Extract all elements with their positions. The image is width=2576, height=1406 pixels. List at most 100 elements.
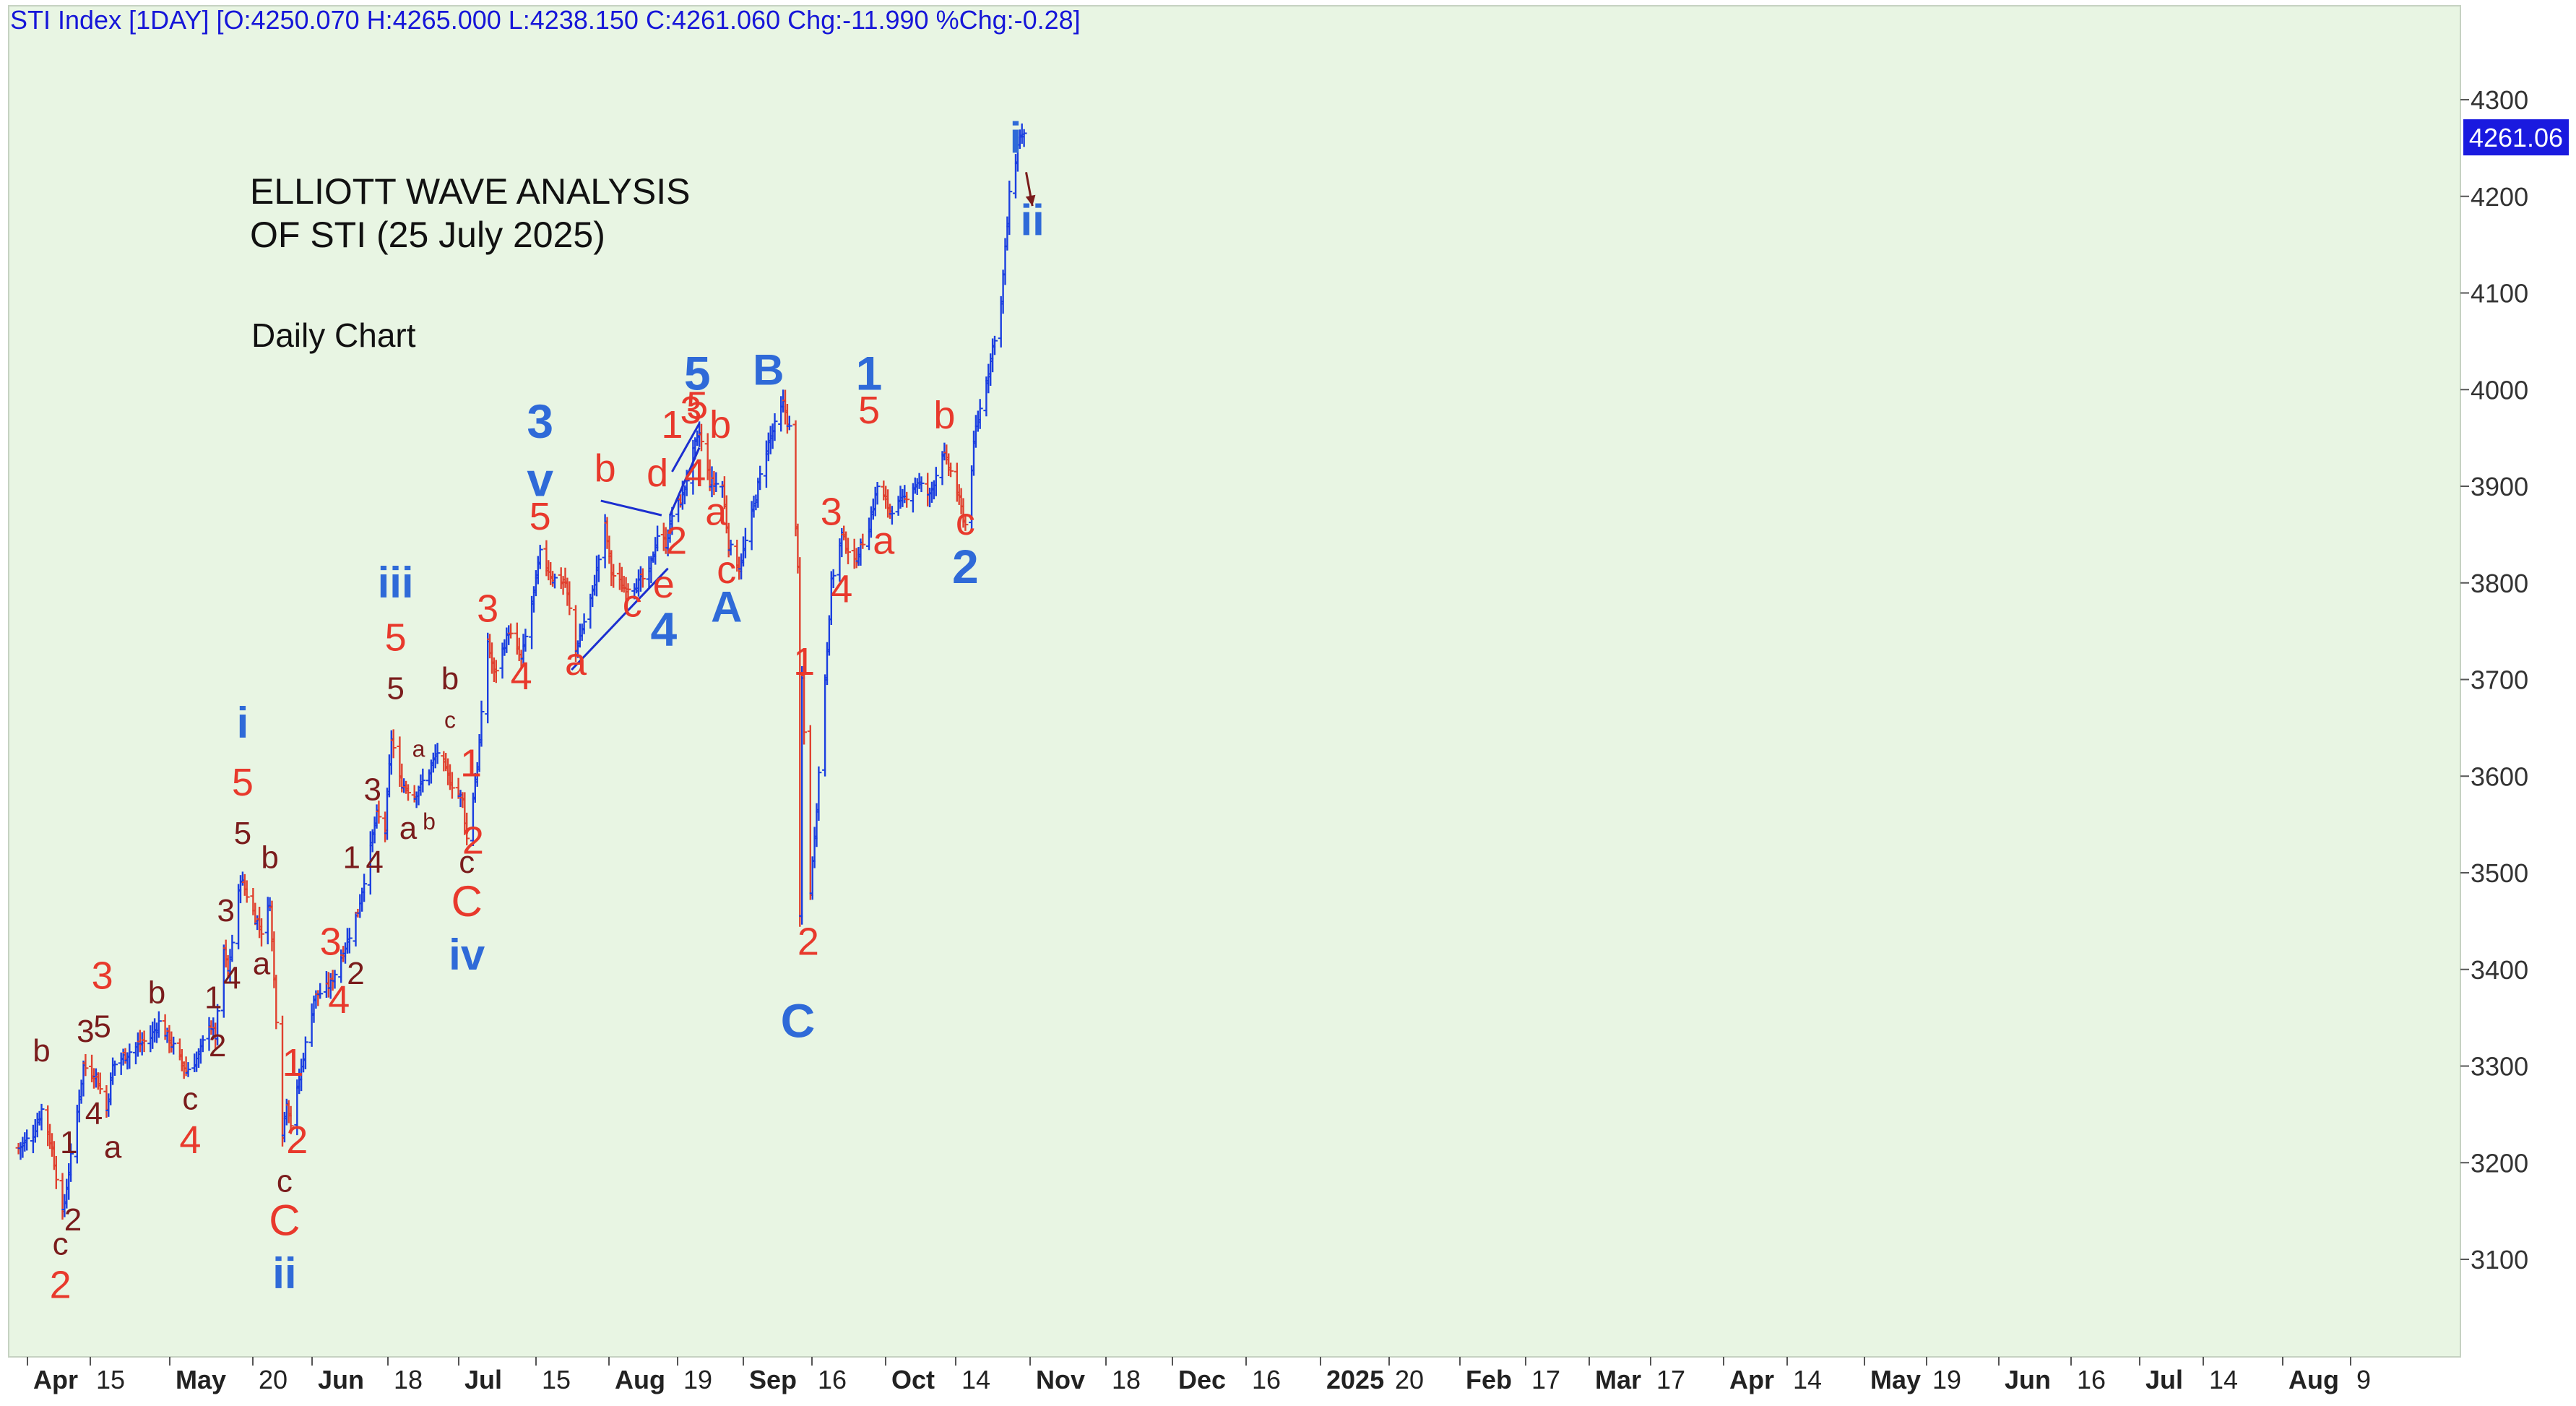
wave-label: d	[647, 452, 668, 495]
wave-label: c	[717, 548, 736, 592]
trendline	[600, 499, 662, 517]
wave-label: 1	[282, 1041, 303, 1084]
wave-label: 1	[60, 1125, 77, 1160]
wave-label: 4	[179, 1118, 201, 1162]
wave-label: c	[459, 845, 475, 880]
price-bar	[170, 1036, 177, 1055]
wave-label: v	[527, 452, 553, 506]
price-bar	[243, 880, 250, 903]
wave-label: 1	[793, 640, 815, 683]
x-tick-label: 17	[1531, 1365, 1560, 1394]
y-tick-label: 4300	[2471, 85, 2528, 115]
wave-label: 4	[328, 978, 350, 1022]
wave-label: 2	[209, 1028, 226, 1064]
wave-label: 5	[530, 495, 551, 538]
wave-label: ii	[272, 1249, 296, 1298]
price-bar	[918, 476, 925, 493]
y-tick-label: 3200	[2471, 1148, 2528, 1178]
x-tick-label: Jul	[2145, 1365, 2183, 1394]
price-bar	[508, 623, 514, 639]
price-bar	[610, 564, 617, 588]
wave-label: A	[711, 582, 742, 631]
y-tick-label: 3400	[2471, 955, 2528, 985]
trendlines	[571, 423, 701, 671]
wave-label: 4	[511, 655, 532, 698]
price-bar	[992, 335, 998, 355]
x-tick-label: Jun	[2005, 1365, 2051, 1394]
y-tick-label: 4000	[2471, 375, 2528, 405]
price-bar	[478, 700, 485, 747]
price-bar	[654, 525, 661, 552]
x-tick-label: Sep	[749, 1365, 797, 1394]
wave-label: 5	[232, 761, 254, 804]
x-tick-label: 2025	[1326, 1365, 1384, 1394]
x-tick-label: 9	[2356, 1365, 2371, 1394]
wave-label: b	[261, 840, 278, 875]
wave-label: a	[565, 640, 587, 683]
wave-label: i	[1010, 114, 1022, 163]
price-bar	[948, 462, 954, 478]
wave-label: 5	[858, 389, 880, 432]
price-bar	[229, 934, 235, 962]
x-tick-label: 16	[2077, 1365, 2106, 1394]
price-bar	[155, 1011, 162, 1038]
x-tick-label: Jul	[464, 1365, 502, 1394]
price-bar	[801, 665, 808, 745]
price-bar	[889, 506, 895, 525]
x-axis: Apr 15 May 20 Jun 18 Jul 15 Aug 19 Sep 16 Oct 14 Nov 18…	[27, 1357, 2371, 1394]
price-bar	[361, 874, 368, 902]
price-bar	[874, 482, 881, 505]
price-bar	[112, 1060, 118, 1076]
x-tick-label: 19	[683, 1365, 712, 1394]
price-bar	[860, 533, 866, 549]
wave-label: 5	[386, 670, 404, 706]
wave-label: e	[653, 563, 675, 606]
price-bar	[962, 514, 969, 531]
wave-label: 1	[661, 403, 683, 447]
wave-label: a	[705, 491, 727, 534]
wave-label: 3	[821, 491, 842, 534]
wave-label: 5	[385, 616, 407, 659]
wave-label: 5	[93, 1009, 111, 1044]
price-bar	[522, 629, 529, 652]
wave-label: b	[933, 394, 955, 437]
wave-label: 3	[477, 587, 498, 630]
x-tick-label: Apr	[33, 1365, 78, 1394]
wave-label: 2	[462, 819, 484, 862]
x-tick-label: May	[176, 1365, 226, 1394]
wave-label: 5	[234, 816, 251, 851]
price-bar	[566, 581, 573, 616]
price-bar	[405, 784, 411, 801]
x-tick-label: 19	[1932, 1365, 1961, 1394]
wave-label: 2	[286, 1118, 308, 1162]
y-tick-label: 4200	[2471, 182, 2528, 212]
plot-area	[8, 5, 2461, 1358]
price-bar	[1021, 129, 1027, 147]
wave-label: 3	[92, 954, 113, 998]
price-bar	[493, 660, 499, 683]
wave-label: c	[956, 500, 975, 543]
wave-labels: b12c23435abc41234i55ba12cCii341234iii55a…	[33, 114, 1045, 1307]
x-tick-label: 18	[394, 1365, 423, 1394]
y-tick-label: 3600	[2471, 762, 2528, 791]
trendline	[669, 447, 701, 516]
wave-label: c	[53, 1226, 69, 1261]
wave-label: b	[148, 975, 165, 1011]
chart-header: STI Index [1DAY] [O:4250.070 H:4265.000 …	[10, 5, 1081, 35]
price-bar	[742, 527, 748, 558]
y-tick-label: 3300	[2471, 1052, 2528, 1082]
price-bar	[97, 1072, 103, 1095]
wave-label: C	[781, 993, 816, 1047]
wave-label: 5	[686, 384, 708, 427]
price-bar	[288, 1105, 294, 1134]
x-tick-label: 18	[1112, 1365, 1141, 1394]
price-bar	[302, 1036, 308, 1069]
wave-label: 4	[366, 845, 383, 880]
wave-label: b	[595, 447, 616, 490]
price-bar	[933, 467, 939, 496]
y-tick-label: 3800	[2471, 569, 2528, 598]
wave-label: 2	[798, 920, 819, 964]
wave-label: a	[412, 736, 425, 762]
price-bar	[199, 1035, 206, 1053]
